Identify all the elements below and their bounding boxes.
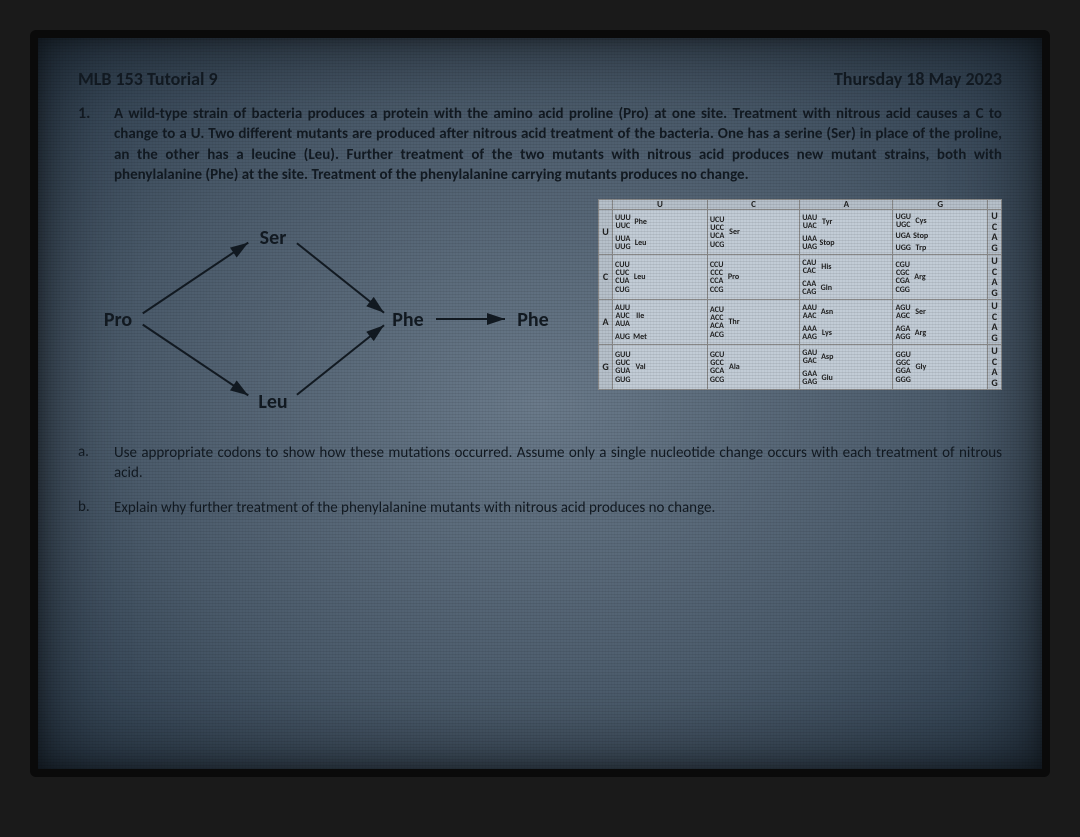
mutation-diagram: Pro Ser Leu Phe Phe: [78, 199, 598, 429]
course-title: MLB 153 Tutorial 9: [78, 68, 218, 90]
question-number: 1.: [78, 104, 114, 185]
sub-question-b: b. Explain why further treatment of the …: [78, 498, 1002, 518]
codon-table-wrap: UCAGUUUUUUCPheUUAUUGLeuUCUUCCUCAUCGSerUA…: [598, 199, 1002, 429]
worksheet-page: MLB 153 Tutorial 9 Thursday 18 May 2023 …: [30, 30, 1050, 777]
svg-text:Phe: Phe: [392, 308, 423, 332]
question-text: A wild-type strain of bacteria produces …: [114, 104, 1002, 185]
page-header: MLB 153 Tutorial 9 Thursday 18 May 2023: [78, 68, 1002, 90]
sub-a-label: a.: [78, 443, 114, 484]
sub-b-text: Explain why further treatment of the phe…: [114, 498, 1002, 518]
svg-text:Leu: Leu: [258, 390, 287, 414]
svg-text:Ser: Ser: [260, 226, 287, 250]
sub-question-a: a. Use appropriate codons to show how th…: [78, 443, 1002, 484]
question-1: 1. A wild-type strain of bacteria produc…: [78, 104, 1002, 185]
sub-b-label: b.: [78, 498, 114, 518]
svg-text:Pro: Pro: [104, 308, 133, 332]
mid-row: Pro Ser Leu Phe Phe UCAGUUUUUUCPheUUAUUGLeuU…: [78, 199, 1002, 429]
sub-a-text: Use appropriate codons to show how these…: [114, 443, 1002, 484]
svg-text:Phe: Phe: [517, 308, 548, 332]
page-date: Thursday 18 May 2023: [834, 68, 1002, 90]
codon-table: UCAGUUUUUUCPheUUAUUGLeuUCUUCCUCAUCGSerUA…: [598, 199, 1002, 390]
